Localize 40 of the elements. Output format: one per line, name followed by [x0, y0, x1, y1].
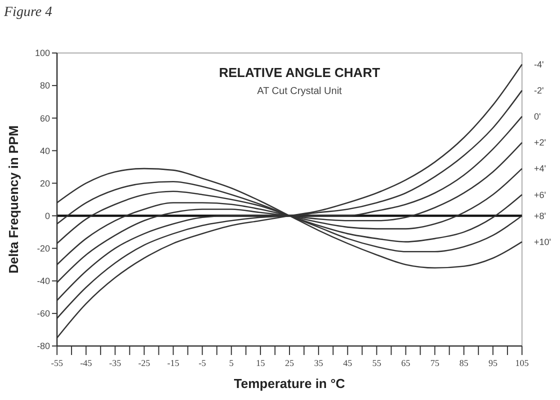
text: RELATIVE ANGLE CHART — [218, 65, 380, 80]
x-tick-label: 85 — [459, 358, 469, 368]
x-tick-label: -35 — [109, 358, 122, 368]
x-tick-label: 95 — [488, 358, 498, 368]
x-tick-label: 55 — [372, 358, 382, 368]
series-label: +6' — [534, 190, 546, 200]
text: AT Cut Crystal Unit — [257, 86, 342, 97]
series-label: +8' — [534, 210, 546, 221]
x-tick-label: 25 — [285, 358, 294, 368]
x-tick-label: 35 — [314, 358, 324, 368]
x-axis-title: Temperature in °C — [234, 376, 346, 391]
x-tick-label: 65 — [401, 358, 411, 368]
y-tick-label: 80 — [40, 80, 50, 91]
y-tick-label: 0 — [44, 210, 50, 221]
series-label: +4' — [534, 164, 546, 174]
x-tick-label: 75 — [430, 358, 440, 368]
x-tick-label: -15 — [167, 358, 180, 368]
y-tick-label: 40 — [40, 146, 50, 156]
y-tick-label: -20 — [36, 243, 50, 254]
y-axis-title: Delta Frequency in PPM — [6, 125, 21, 274]
series-label: 0' — [534, 112, 542, 122]
x-tick-label: 15 — [256, 358, 266, 368]
x-tick-label: -5 — [198, 358, 207, 368]
series-label: +10' — [534, 236, 552, 247]
x-tick-label: 105 — [515, 358, 530, 368]
y-tick-label: 20 — [40, 178, 50, 188]
x-tick-label: -45 — [80, 358, 93, 368]
y-tick-label: -60 — [36, 308, 50, 319]
y-tick-label: 60 — [40, 113, 50, 124]
x-tick-label: -25 — [138, 358, 151, 368]
series-label: -4' — [534, 60, 544, 70]
x-tick-label: -55 — [51, 358, 64, 368]
caption: Figure 4 — [3, 5, 52, 20]
series-label: +2' — [534, 138, 546, 148]
y-tick-label: -40 — [36, 276, 50, 286]
series-label: -2' — [534, 86, 544, 96]
x-tick-label: 5 — [229, 358, 234, 368]
y-tick-label: -80 — [36, 341, 50, 352]
x-tick-label: 45 — [343, 358, 353, 368]
y-tick-label: 100 — [34, 48, 50, 58]
